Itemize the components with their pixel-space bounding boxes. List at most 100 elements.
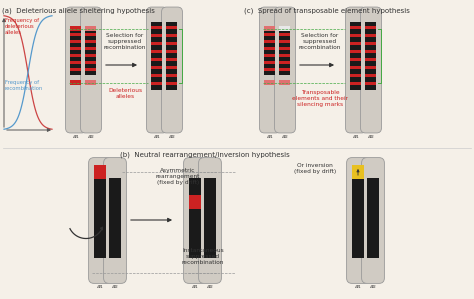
Bar <box>264 40 275 43</box>
Bar <box>280 33 291 36</box>
Bar <box>367 178 379 258</box>
FancyBboxPatch shape <box>362 158 384 283</box>
Bar <box>166 74 177 77</box>
Text: $a_1$: $a_1$ <box>72 133 80 141</box>
FancyBboxPatch shape <box>183 158 206 283</box>
FancyBboxPatch shape <box>260 7 281 133</box>
Bar <box>85 68 97 71</box>
Bar <box>166 22 177 90</box>
FancyBboxPatch shape <box>361 7 382 133</box>
Text: (b)  Neutral rearrangement/inversion hypothesis: (b) Neutral rearrangement/inversion hypo… <box>120 152 290 158</box>
Bar <box>85 33 97 36</box>
Text: $a_1$: $a_1$ <box>352 133 360 141</box>
Text: $a_2$: $a_2$ <box>206 283 214 291</box>
Bar <box>85 47 97 50</box>
Bar <box>280 68 291 71</box>
Bar <box>365 50 376 54</box>
Bar <box>352 165 364 179</box>
Text: $a_1$: $a_1$ <box>153 133 161 141</box>
Bar <box>365 22 376 90</box>
FancyBboxPatch shape <box>274 7 295 133</box>
Bar <box>166 34 177 37</box>
Bar <box>264 68 275 71</box>
Bar <box>152 42 163 45</box>
Bar <box>365 42 376 45</box>
Bar <box>85 26 97 31</box>
FancyBboxPatch shape <box>346 158 369 283</box>
Text: Instantaneous
suppressed
recombination: Instantaneous suppressed recombination <box>182 248 224 266</box>
Bar <box>71 47 82 50</box>
Text: (c)  Spread of transposable element hypothesis: (c) Spread of transposable element hypot… <box>244 8 410 14</box>
Bar <box>71 30 82 75</box>
Bar <box>94 165 106 179</box>
Text: Frequency of
deleterious
alleles: Frequency of deleterious alleles <box>5 18 39 35</box>
Bar <box>280 61 291 64</box>
Bar <box>71 80 82 85</box>
Bar <box>85 61 97 64</box>
Text: $a_1$: $a_1$ <box>266 133 274 141</box>
Bar <box>350 66 362 69</box>
FancyBboxPatch shape <box>65 7 86 133</box>
Bar <box>350 42 362 45</box>
Bar <box>189 195 201 209</box>
Bar <box>350 74 362 77</box>
Text: $a_1$: $a_1$ <box>191 283 199 291</box>
Bar <box>152 22 163 90</box>
Bar <box>166 42 177 45</box>
Bar <box>71 33 82 36</box>
Bar <box>365 34 376 37</box>
Bar <box>85 80 97 85</box>
Bar <box>189 178 201 258</box>
Text: Asymmetric
rearrangement
(fixed by drift): Asymmetric rearrangement (fixed by drift… <box>156 168 200 185</box>
Text: Deleterious
alleles: Deleterious alleles <box>108 88 142 99</box>
Bar <box>166 26 177 29</box>
Text: $a_2$: $a_2$ <box>111 283 119 291</box>
Bar <box>280 40 291 43</box>
Bar <box>152 58 163 61</box>
Bar <box>152 74 163 77</box>
Text: Transposable
elements and their
silencing marks: Transposable elements and their silencin… <box>292 90 348 107</box>
Text: $a_2$: $a_2$ <box>281 133 289 141</box>
Bar <box>365 74 376 77</box>
Bar <box>350 22 362 90</box>
Bar <box>71 26 82 31</box>
Text: $a_2$: $a_2$ <box>87 133 95 141</box>
Bar <box>352 178 364 258</box>
Bar <box>350 34 362 37</box>
Bar <box>280 47 291 50</box>
Bar <box>71 68 82 71</box>
Bar <box>365 26 376 29</box>
Text: (a)  Deleterious allele sheltering hypothesis: (a) Deleterious allele sheltering hypoth… <box>2 8 155 14</box>
Text: $a_1$: $a_1$ <box>354 283 362 291</box>
Bar <box>166 58 177 61</box>
Bar <box>85 54 97 57</box>
FancyBboxPatch shape <box>146 7 167 133</box>
Bar <box>350 82 362 86</box>
Bar <box>152 50 163 54</box>
Bar <box>71 54 82 57</box>
FancyBboxPatch shape <box>162 7 182 133</box>
Bar <box>204 178 216 258</box>
Bar <box>85 40 97 43</box>
FancyBboxPatch shape <box>89 158 111 283</box>
Bar <box>94 178 106 258</box>
Bar <box>365 82 376 86</box>
Text: $a_2$: $a_2$ <box>168 133 176 141</box>
Bar <box>280 54 291 57</box>
Bar <box>166 50 177 54</box>
FancyBboxPatch shape <box>346 7 366 133</box>
Bar <box>109 178 121 258</box>
Bar <box>264 33 275 36</box>
Bar <box>280 26 291 31</box>
Text: $a_1$: $a_1$ <box>96 283 104 291</box>
FancyBboxPatch shape <box>104 158 127 283</box>
Bar <box>365 58 376 61</box>
Bar <box>71 61 82 64</box>
Bar <box>350 50 362 54</box>
Text: Or inversion
(fixed by drift): Or inversion (fixed by drift) <box>294 163 336 174</box>
Bar <box>166 66 177 69</box>
Bar <box>280 80 291 85</box>
Text: Selection for
suppressed
recombination: Selection for suppressed recombination <box>104 33 146 51</box>
Bar <box>264 61 275 64</box>
FancyBboxPatch shape <box>81 7 101 133</box>
